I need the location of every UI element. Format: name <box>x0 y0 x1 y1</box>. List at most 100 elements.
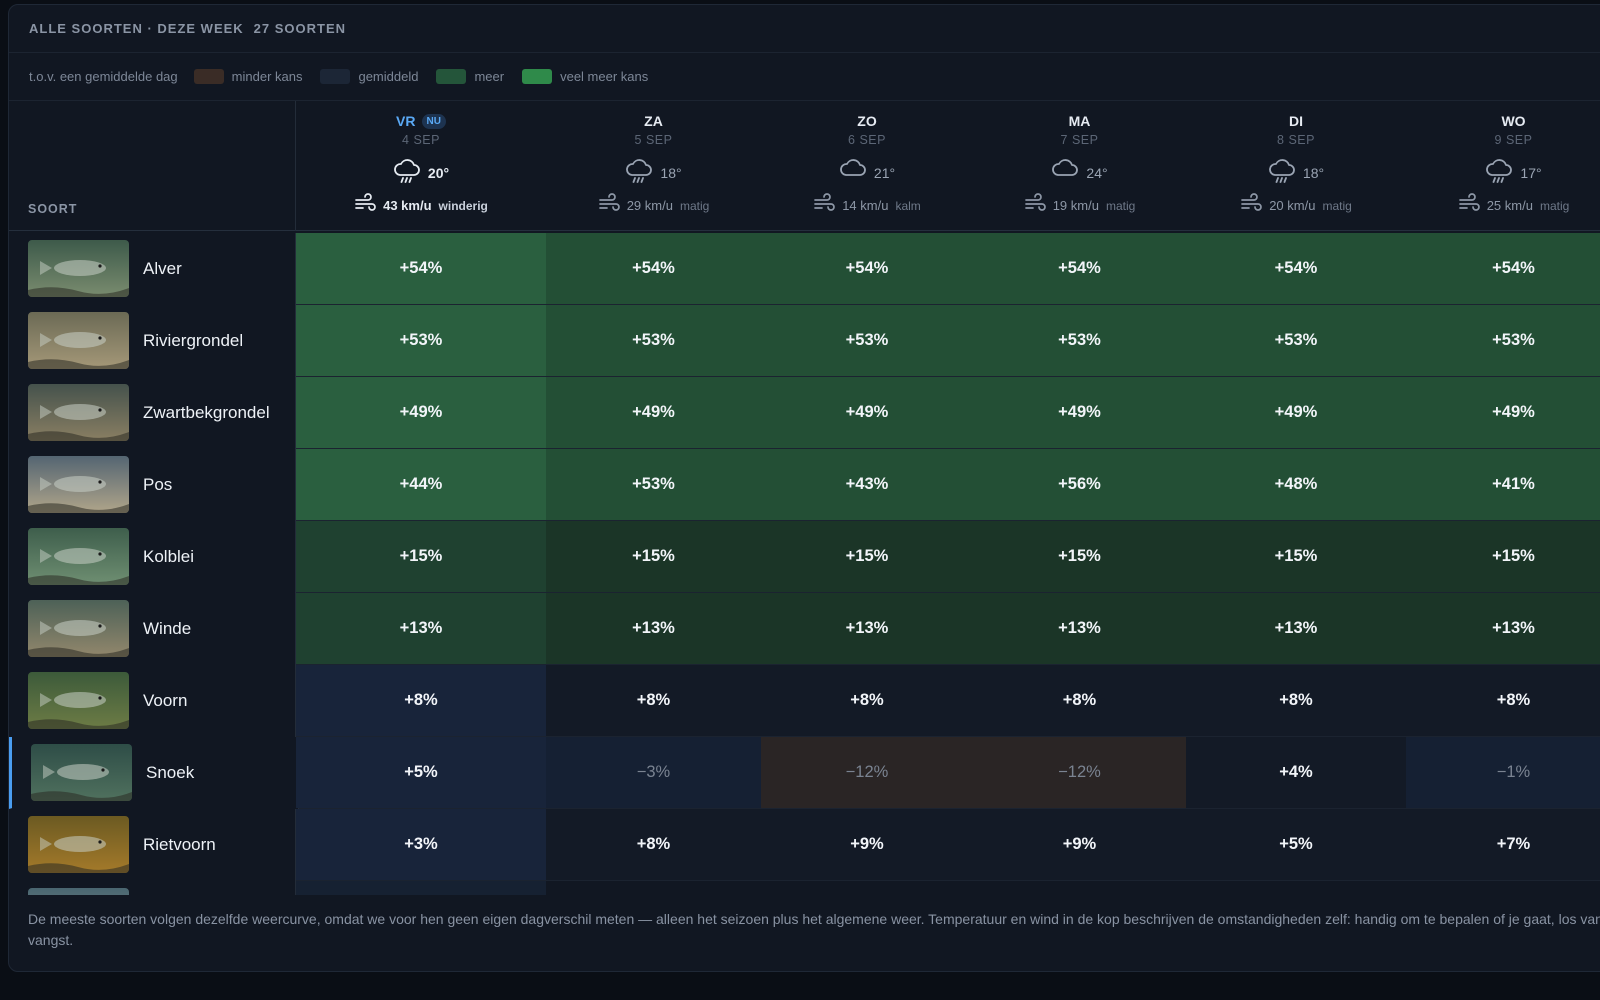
chance-cell[interactable]: +13% <box>1406 593 1600 664</box>
legend-swatch-veel-meer <box>522 69 553 84</box>
chance-cell[interactable]: +53% <box>546 305 761 376</box>
chance-cell[interactable]: +13% <box>546 593 761 664</box>
chance-cell[interactable]: +13% <box>761 593 973 664</box>
chance-cell[interactable]: +15% <box>1406 521 1600 592</box>
species-row[interactable]: Rietvoorn +3% +8% +9% +9% +5% +7% <box>9 809 1600 881</box>
chance-cell[interactable] <box>546 881 761 895</box>
chance-cell[interactable]: +54% <box>1406 233 1600 304</box>
chance-cell[interactable]: +9% <box>761 809 973 880</box>
chance-cell[interactable]: +54% <box>761 233 973 304</box>
chance-cell[interactable]: −12% <box>761 737 973 808</box>
chance-cell[interactable]: +3% <box>296 809 546 880</box>
chance-cell[interactable]: +7% <box>1406 809 1600 880</box>
chance-cell[interactable]: +54% <box>546 233 761 304</box>
species-name-cell: Riviergrondel <box>9 305 296 377</box>
chance-cell[interactable] <box>296 881 546 895</box>
rain-cloud-icon <box>393 157 421 188</box>
chance-cell[interactable]: +13% <box>296 593 546 664</box>
species-name: Voorn <box>143 691 188 710</box>
wind-speed: 20 km/u <box>1269 198 1316 213</box>
day-column-header[interactable]: MA 7 SEP 24° 19 km/u matig <box>973 101 1186 231</box>
chance-cell[interactable]: −3% <box>546 737 761 808</box>
chance-cell[interactable]: +15% <box>761 521 973 592</box>
chance-cell[interactable]: +53% <box>546 449 761 520</box>
species-row[interactable]: Zwartbekgrondel +49% +49% +49% +49% +49% +49% <box>9 377 1600 449</box>
wind-row: 25 km/u matig <box>1406 193 1600 218</box>
chance-cell[interactable]: +49% <box>761 377 973 448</box>
chance-cell[interactable]: +49% <box>296 377 546 448</box>
chance-cell[interactable]: +56% <box>973 449 1186 520</box>
species-row[interactable] <box>9 881 1600 895</box>
legend-intro: t.o.v. een gemiddelde dag <box>29 69 178 84</box>
day-column-header[interactable]: DI 8 SEP 18° 20 km/u matig <box>1186 101 1406 231</box>
wind-description: kalm <box>895 198 921 213</box>
chance-cell[interactable]: +54% <box>973 233 1186 304</box>
chance-cell[interactable]: +53% <box>973 305 1186 376</box>
day-date: 8 SEP <box>1277 133 1315 147</box>
chance-cell[interactable]: −12% <box>973 737 1186 808</box>
day-column-header[interactable]: VR NU 4 SEP 20° 43 km/u winderig <box>296 101 546 231</box>
chance-cell[interactable]: +44% <box>296 449 546 520</box>
species-row[interactable]: Alver +54% +54% +54% +54% +54% +54% <box>9 233 1600 305</box>
chance-cell[interactable]: +8% <box>1406 665 1600 736</box>
fish-thumbnail <box>28 456 129 513</box>
chance-cell[interactable]: +8% <box>761 665 973 736</box>
species-name-cell: Pos <box>9 449 296 521</box>
chance-cell[interactable]: +4% <box>1186 737 1406 808</box>
chance-cell[interactable]: +8% <box>546 809 761 880</box>
species-name-cell: Snoek <box>12 737 299 809</box>
wind-row: 14 km/u kalm <box>761 193 973 218</box>
wind-description: matig <box>1105 198 1136 213</box>
chance-cell[interactable]: +8% <box>296 665 546 736</box>
species-row[interactable]: Snoek +5% −3% −12% −12% +4% −1% <box>9 737 1600 809</box>
chance-cell[interactable]: +54% <box>296 233 546 304</box>
legend-label-veel-meer: veel meer kans <box>560 69 649 84</box>
species-name: Riviergrondel <box>143 331 244 350</box>
chance-cell[interactable]: +15% <box>1186 521 1406 592</box>
chance-cell[interactable]: +8% <box>546 665 761 736</box>
chance-cell[interactable]: +9% <box>973 809 1186 880</box>
chance-cell[interactable]: +54% <box>1186 233 1406 304</box>
day-label: ZO <box>761 113 973 129</box>
chance-cell[interactable]: +53% <box>761 305 973 376</box>
chance-cell[interactable]: +5% <box>1186 809 1406 880</box>
chance-cell[interactable]: +49% <box>973 377 1186 448</box>
chance-cell[interactable]: +15% <box>973 521 1186 592</box>
chance-cell[interactable]: +8% <box>1186 665 1406 736</box>
chance-cell[interactable]: +48% <box>1186 449 1406 520</box>
legend-swatch-meer <box>436 69 467 84</box>
chance-cell[interactable]: +49% <box>546 377 761 448</box>
chance-cell[interactable]: +53% <box>1406 305 1600 376</box>
chance-cell[interactable] <box>761 881 973 895</box>
wind-description: matig <box>1539 198 1570 213</box>
species-row[interactable]: Voorn +8% +8% +8% +8% +8% +8% <box>9 665 1600 737</box>
species-row[interactable]: Pos +44% +53% +43% +56% +48% +41% <box>9 449 1600 521</box>
wind-speed: 19 km/u <box>1052 198 1099 213</box>
chance-cell[interactable] <box>1406 881 1600 895</box>
chance-cell[interactable]: +5% <box>296 737 546 808</box>
chance-cell[interactable]: +49% <box>1406 377 1600 448</box>
species-row[interactable]: Riviergrondel +53% +53% +53% +53% +53% +53% <box>9 305 1600 377</box>
species-row[interactable]: Kolblei +15% +15% +15% +15% +15% +15% <box>9 521 1600 593</box>
day-column-header[interactable]: ZA 5 SEP 18° 29 km/u matig <box>546 101 761 231</box>
chance-cell[interactable]: +41% <box>1406 449 1600 520</box>
chance-cell[interactable]: +13% <box>1186 593 1406 664</box>
chance-cell[interactable]: +53% <box>296 305 546 376</box>
species-row[interactable]: Winde +13% +13% +13% +13% +13% +13% <box>9 593 1600 665</box>
chance-cell[interactable]: +43% <box>761 449 973 520</box>
chance-cell[interactable]: +53% <box>1186 305 1406 376</box>
chance-cell[interactable]: +13% <box>973 593 1186 664</box>
chance-cell[interactable]: +8% <box>973 665 1186 736</box>
day-column-header[interactable]: ZO 6 SEP 21° 14 km/u kalm <box>761 101 973 231</box>
chance-cell[interactable]: −1% <box>1406 737 1600 808</box>
chance-cell[interactable]: +15% <box>546 521 761 592</box>
chance-cell[interactable]: +15% <box>296 521 546 592</box>
fish-thumbnail <box>28 384 129 441</box>
day-column-header[interactable]: WO 9 SEP 17° 25 km/u matig <box>1406 101 1600 231</box>
chance-cell[interactable] <box>1186 881 1406 895</box>
temperature: 18° <box>660 164 682 181</box>
chance-cell[interactable] <box>973 881 1186 895</box>
chance-cell[interactable]: +49% <box>1186 377 1406 448</box>
day-label: WO <box>1406 113 1600 129</box>
species-name: Kolblei <box>143 547 195 566</box>
